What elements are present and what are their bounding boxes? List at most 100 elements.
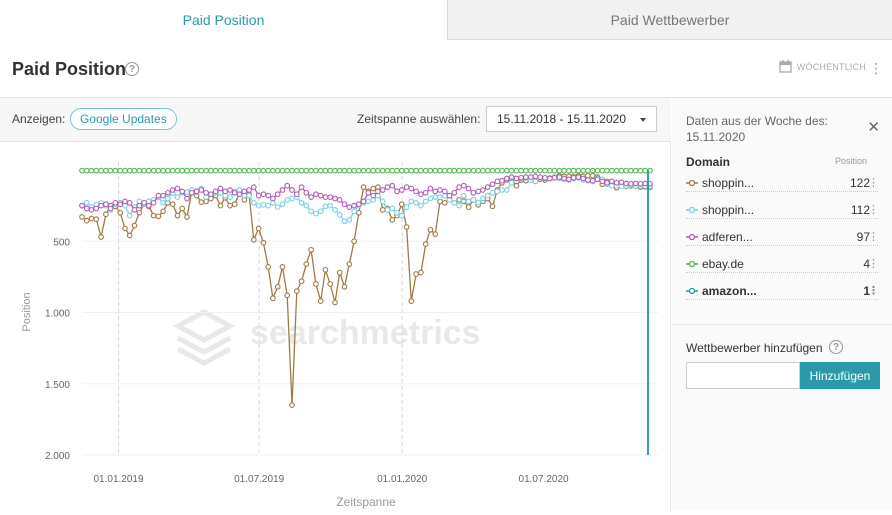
close-icon[interactable]: ✕ bbox=[867, 119, 880, 136]
data-point bbox=[389, 182, 396, 189]
add-competitor-button[interactable]: Hinzufügen bbox=[800, 362, 880, 389]
data-point bbox=[131, 207, 138, 213]
data-point bbox=[484, 167, 491, 174]
data-point bbox=[618, 179, 625, 185]
tab-paid-competitors[interactable]: Paid Wettbewerber bbox=[447, 0, 892, 40]
data-point bbox=[523, 174, 529, 180]
data-point bbox=[642, 167, 649, 174]
data-point bbox=[322, 203, 329, 210]
data-point bbox=[255, 202, 262, 209]
row-menu-icon[interactable]: ⋮ bbox=[868, 204, 879, 216]
data-point bbox=[279, 187, 286, 193]
data-point bbox=[341, 283, 348, 290]
data-point bbox=[460, 182, 467, 189]
data-point bbox=[351, 208, 357, 215]
data-point bbox=[179, 167, 186, 174]
data-point bbox=[289, 187, 295, 193]
x-axis-label: Zeitspanne bbox=[336, 495, 396, 509]
data-point bbox=[355, 209, 362, 216]
position-chart[interactable]: searchmetrics 500 1.000 1.500 2.000 01.0… bbox=[0, 142, 671, 510]
data-point bbox=[126, 167, 133, 174]
row-menu-icon[interactable]: ⋮ bbox=[868, 258, 879, 270]
data-point bbox=[327, 202, 334, 209]
data-point bbox=[503, 187, 510, 193]
help-icon[interactable]: ? bbox=[125, 62, 139, 76]
data-point bbox=[212, 188, 219, 195]
data-point bbox=[556, 167, 563, 174]
data-point bbox=[599, 167, 606, 174]
data-point bbox=[298, 184, 305, 190]
data-point bbox=[480, 167, 486, 174]
x-tick-label: 01.01.2020 bbox=[377, 474, 427, 485]
legend-row[interactable]: shoppin... 122 ⋮ bbox=[686, 175, 879, 192]
data-point bbox=[403, 224, 410, 230]
data-point bbox=[637, 180, 644, 187]
add-competitor-text: Wettbewerber hinzufügen bbox=[686, 341, 823, 355]
data-point bbox=[336, 167, 343, 174]
data-point bbox=[580, 175, 587, 182]
y-axis-ticks: 500 1.000 1.500 2.000 bbox=[45, 237, 70, 462]
data-point bbox=[437, 194, 443, 200]
data-point bbox=[83, 217, 90, 224]
data-point bbox=[585, 177, 591, 183]
data-point bbox=[346, 167, 353, 174]
data-point bbox=[184, 214, 190, 220]
date-range-select[interactable]: 15.11.2018 - 15.11.2020 bbox=[486, 106, 657, 132]
data-point bbox=[336, 269, 343, 276]
data-point bbox=[360, 184, 367, 190]
data-point bbox=[217, 167, 224, 174]
data-point bbox=[589, 167, 596, 174]
chart-panel: Anzeigen: Google Updates Zeitspanne ausw… bbox=[0, 98, 671, 510]
row-menu-icon[interactable]: ⋮ bbox=[868, 177, 879, 189]
more-options-icon[interactable]: ⋮ bbox=[869, 60, 883, 76]
data-point bbox=[117, 167, 124, 174]
data-point bbox=[341, 201, 348, 208]
data-point bbox=[327, 194, 334, 200]
data-point bbox=[289, 195, 295, 202]
legend-domain: adferen... bbox=[702, 230, 753, 244]
help-icon[interactable]: ? bbox=[829, 340, 843, 354]
legend-row[interactable]: ebay.de 4 ⋮ bbox=[686, 256, 879, 273]
data-point bbox=[408, 198, 415, 205]
data-point bbox=[188, 167, 195, 174]
x-tick-label: 01.07.2020 bbox=[519, 474, 569, 485]
legend-row[interactable]: adferen... 97 ⋮ bbox=[686, 229, 879, 246]
data-point bbox=[613, 179, 620, 186]
data-point bbox=[88, 167, 95, 174]
data-point bbox=[628, 180, 634, 187]
week-info: Daten aus der Woche des: 15.11.2020 bbox=[686, 113, 856, 145]
data-point bbox=[427, 195, 434, 202]
data-point bbox=[499, 187, 505, 193]
data-point bbox=[308, 246, 314, 253]
data-point bbox=[222, 188, 229, 195]
data-point bbox=[83, 199, 90, 206]
data-point bbox=[265, 167, 272, 174]
data-point bbox=[537, 174, 544, 180]
data-point bbox=[422, 198, 429, 205]
tab-paid-position[interactable]: Paid Position bbox=[0, 0, 447, 40]
data-point bbox=[394, 188, 400, 195]
data-point bbox=[499, 167, 505, 174]
google-updates-toggle[interactable]: Google Updates bbox=[70, 108, 177, 130]
competitor-input[interactable] bbox=[686, 362, 800, 389]
row-menu-icon[interactable]: ⋮ bbox=[868, 231, 879, 243]
data-point bbox=[317, 167, 324, 174]
data-point bbox=[589, 172, 596, 179]
data-point bbox=[169, 187, 176, 193]
data-point bbox=[265, 192, 272, 199]
data-point bbox=[570, 167, 577, 174]
interval-selector[interactable]: WÖCHENTLICH bbox=[779, 60, 866, 73]
data-point bbox=[165, 189, 171, 196]
legend-row[interactable]: amazon... 1 ⋮ bbox=[686, 283, 879, 300]
data-point bbox=[441, 199, 448, 206]
data-point bbox=[93, 167, 100, 174]
legend-row[interactable]: shoppin... 112 ⋮ bbox=[686, 202, 879, 219]
data-point bbox=[413, 199, 419, 206]
data-point bbox=[255, 192, 262, 199]
data-point bbox=[389, 167, 396, 174]
data-point bbox=[293, 191, 300, 198]
row-menu-icon[interactable]: ⋮ bbox=[868, 285, 879, 297]
date-range-value: 15.11.2018 - 15.11.2020 bbox=[497, 112, 626, 126]
data-point bbox=[413, 271, 419, 277]
legend-position: 97 bbox=[856, 230, 870, 244]
